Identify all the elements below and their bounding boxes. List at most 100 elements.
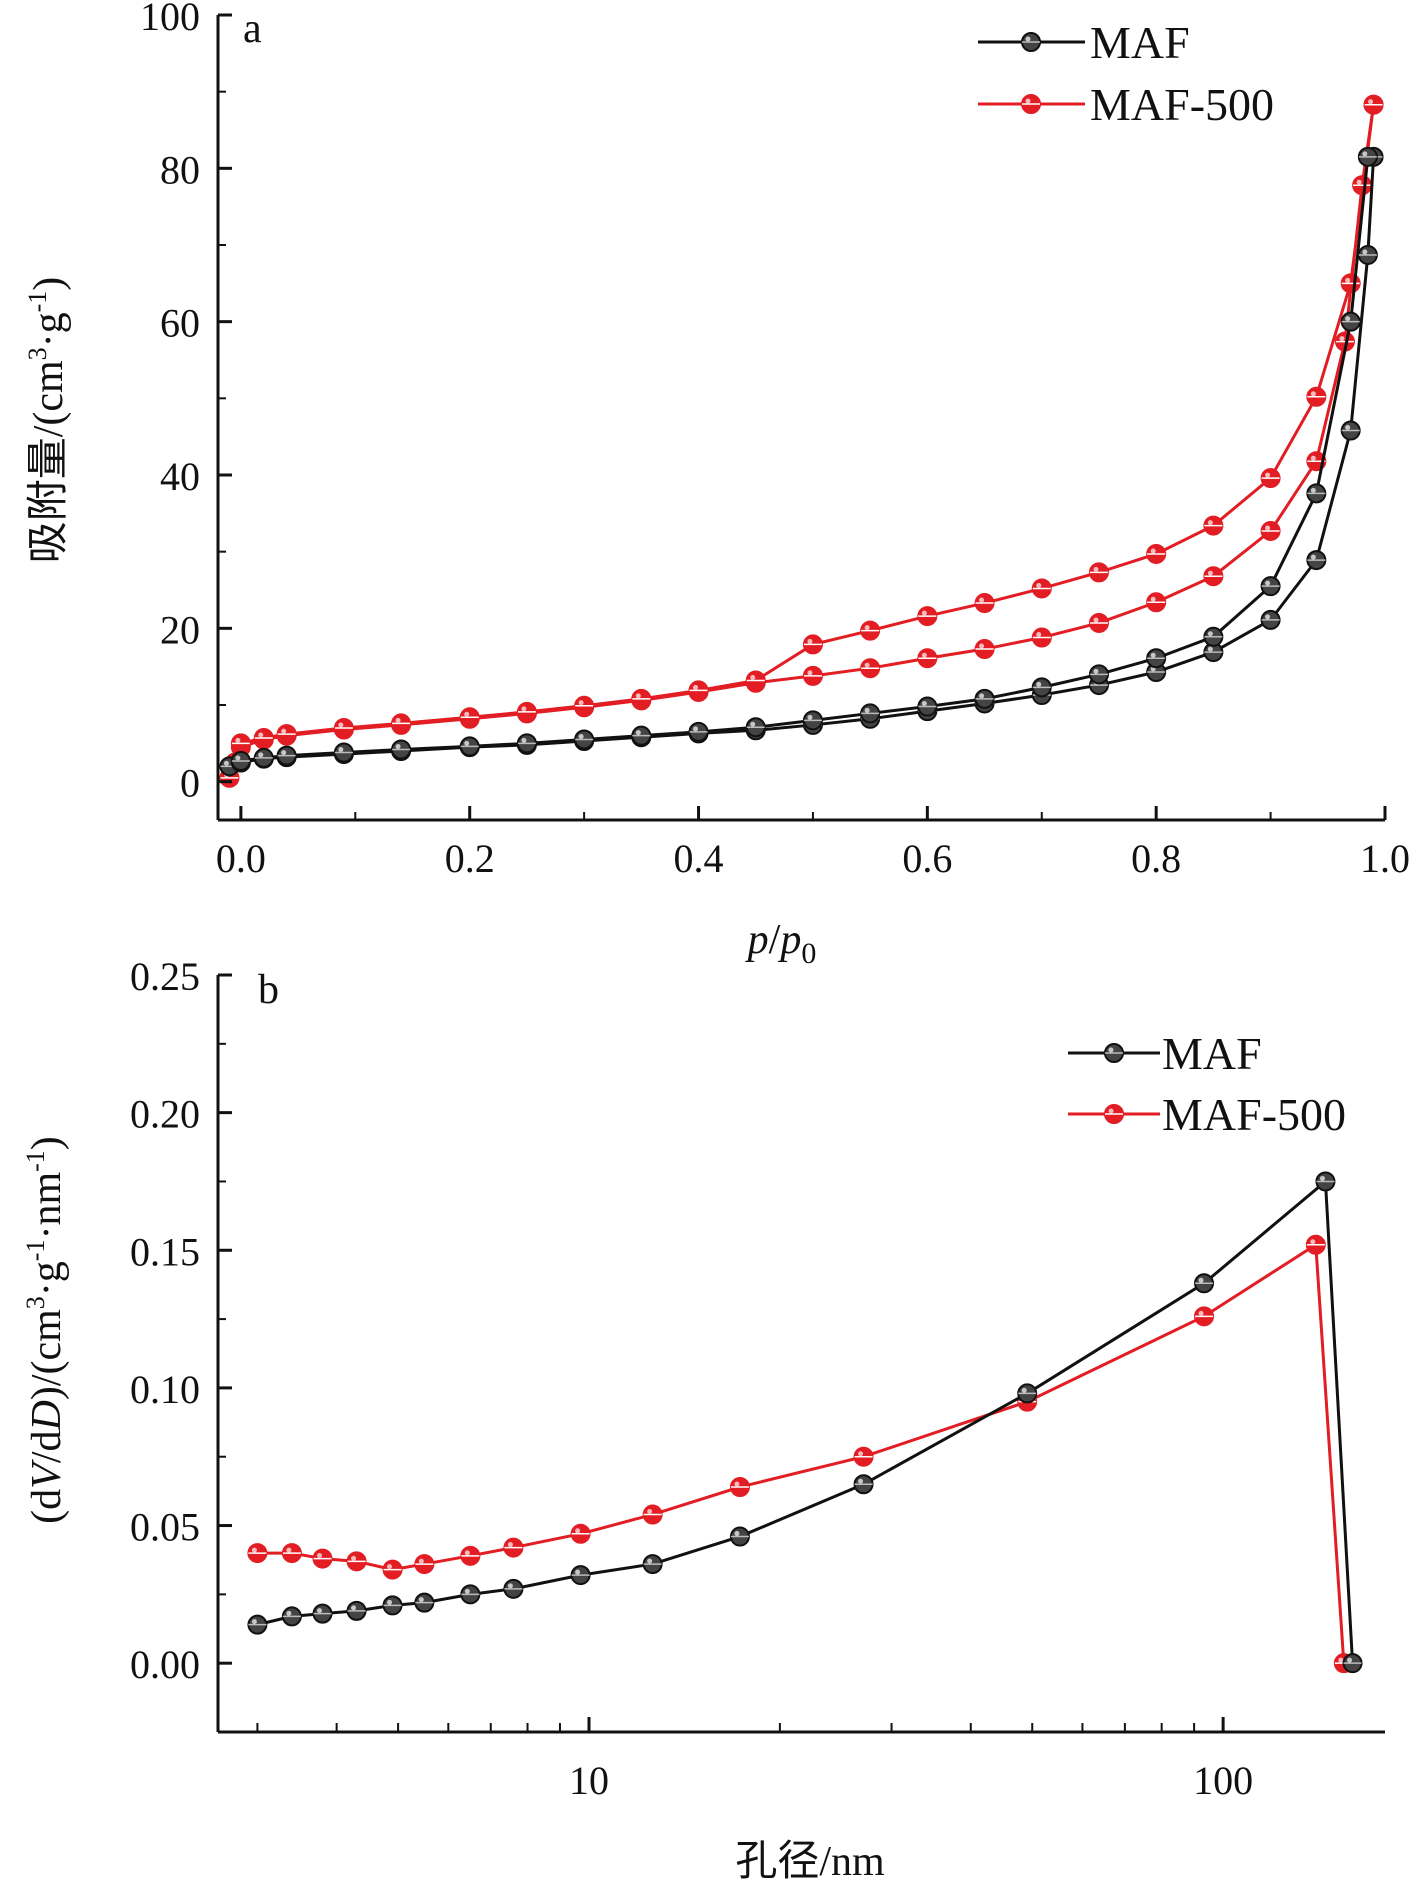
panel-a-data-point-MAF-500 — [860, 620, 881, 641]
panel-a-data-point-MAF — [1357, 146, 1378, 167]
panel-b-data-point-MAF-500 — [382, 1559, 403, 1580]
panel-a-data-point-MAF-500 — [802, 665, 823, 686]
panel-a-data-point-MAF-500 — [230, 733, 251, 754]
panel-b-data-point-MAF — [503, 1578, 524, 1599]
panel-b-series-line-MAF-500 — [257, 1242, 1346, 1664]
panel-a-y-tick-label: 60 — [160, 301, 200, 346]
panel-a-legend-marker-MAF-500 — [1021, 94, 1041, 114]
panel-b-y-tick-label: 0.20 — [130, 1092, 200, 1137]
panel-b-data-point-MAF — [346, 1600, 367, 1621]
panel-b-data-point-MAF — [1342, 1653, 1363, 1674]
panel-a-data-point-MAF-500 — [1363, 94, 1384, 115]
panel-a-data-point-MAF — [1146, 648, 1167, 669]
panel-a-data-point-MAF — [688, 721, 709, 742]
panel-b-data-point-MAF — [247, 1614, 268, 1635]
panel-a-legend-label: MAF-500 — [1090, 79, 1274, 130]
panel-b-x-tick-label: 100 — [1193, 1758, 1253, 1803]
panel-a-x-tick-label: 0.8 — [1131, 836, 1181, 881]
panel-b-data-point-MAF-500 — [729, 1477, 750, 1498]
panel-a-data-point-MAF — [917, 696, 938, 717]
panel-a-data-point-MAF-500 — [333, 718, 354, 738]
panel-a-data-point-MAF — [516, 733, 537, 754]
panel-a-series-line-MAF-500 — [228, 104, 1376, 779]
panel-b-data-point-MAF — [281, 1606, 302, 1627]
panel-b-data-point-MAF-500 — [460, 1545, 481, 1566]
panel-a-data-point-MAF-500 — [1146, 543, 1167, 564]
panel-a-data-point-MAF — [860, 703, 881, 724]
panel-a-data-point-MAF — [1340, 420, 1361, 441]
panel-a-y-tick-label: 100 — [140, 0, 200, 39]
panel-b-data-point-MAF — [382, 1595, 403, 1616]
panel-b-y-axis-title: (dV/dD)/(cm3·g-1·nm-1) — [21, 1136, 70, 1524]
panel-b-data-point-MAF — [414, 1592, 435, 1613]
panel-a-y-tick-label: 0 — [180, 761, 200, 806]
panel-b-y-tick-label: 0.25 — [130, 954, 200, 999]
panel-a-y-axis-title: 吸附量/(cm3·g-1) — [23, 277, 72, 564]
panel-a-data-point-MAF-500 — [1306, 386, 1327, 407]
panel-a-data-point-MAF-500 — [974, 593, 995, 614]
panel-a-data-point-MAF — [253, 747, 274, 768]
panel-a-data-point-MAF-500 — [1260, 520, 1281, 541]
panel-a-legend-marker-MAF — [1021, 32, 1041, 52]
panel-a-data-point-MAF-500 — [631, 688, 652, 709]
panel-b-data-point-MAF — [460, 1584, 481, 1605]
panel-a-series-line-MAF — [228, 155, 1376, 768]
panel-b-data-point-MAF-500 — [346, 1551, 367, 1572]
panel-a-x-tick-label: 0.4 — [674, 836, 724, 881]
panel-a-data-point-MAF — [974, 688, 995, 709]
panel-a-x-tick-label: 1.0 — [1360, 836, 1410, 881]
panel-a-data-point-MAF — [1357, 244, 1378, 265]
panel-b-data-point-MAF — [642, 1554, 663, 1575]
panel-b-data-point-MAF-500 — [1194, 1306, 1215, 1327]
panel-a-data-point-MAF-500 — [1340, 273, 1361, 294]
panel-a-data-point-MAF — [1340, 311, 1361, 332]
panel-a-data-point-MAF-500 — [1031, 627, 1052, 648]
panel-b-data-point-MAF-500 — [247, 1543, 268, 1564]
panel-a-y-tick-label: 20 — [160, 607, 200, 652]
panel-b-data-point-MAF-500 — [312, 1548, 333, 1569]
panel-a-data-point-MAF-500 — [391, 713, 412, 734]
panel-a-data-point-MAF-500 — [1088, 612, 1109, 633]
panel-a-data-point-MAF-500 — [1203, 515, 1224, 536]
panel-b-legend-marker-MAF-500 — [1104, 1104, 1124, 1124]
panel-a-data-point-MAF — [391, 739, 412, 760]
panel-a-data-point-MAF-500 — [516, 701, 537, 722]
panel-b-series-line-MAF — [257, 1178, 1355, 1664]
panel-b-x-axis-title: 孔径/nm — [735, 1839, 885, 1885]
panel-a-data-point-MAF — [1088, 664, 1109, 685]
panel-a-y-tick-label: 40 — [160, 454, 200, 499]
panel-b-legend-marker-MAF — [1104, 1043, 1124, 1063]
panel-a-data-point-MAF-500 — [1146, 592, 1167, 613]
panel-a-x-tick-label: 0.2 — [445, 836, 495, 881]
panel-b-y-tick-label: 0.05 — [130, 1505, 200, 1550]
panel-b-y-tick-label: 0.10 — [130, 1367, 200, 1412]
panel-b-x-tick-label: 10 — [569, 1758, 609, 1803]
panel-a-data-point-MAF — [459, 736, 480, 757]
panel-a-data-point-MAF — [631, 725, 652, 746]
panel-a-data-point-MAF-500 — [745, 670, 766, 691]
panel-a-data-point-MAF-500 — [1203, 566, 1224, 587]
panel-b-data-point-MAF-500 — [281, 1543, 302, 1564]
panel-a-label: a — [243, 6, 262, 52]
panel-b-data-point-MAF-500 — [414, 1554, 435, 1575]
panel-a-data-point-MAF — [276, 745, 297, 766]
panel-a-data-point-MAF-500 — [860, 658, 881, 679]
panel-a-legend: MAF MAF-500 — [978, 17, 1274, 130]
panel-b-data-point-MAF — [570, 1565, 591, 1586]
panel-a-data-point-MAF — [1260, 609, 1281, 630]
panel-b-data-point-MAF-500 — [853, 1446, 874, 1467]
panel-a-data-point-MAF-500 — [1031, 578, 1052, 599]
panel-a-data-point-MAF-500 — [802, 634, 823, 655]
panel-a-data-point-MAF-500 — [1334, 331, 1355, 352]
panel-b-y-tick-label: 0.15 — [130, 1229, 200, 1274]
panel-a-x-axis-title: p/p0 — [745, 917, 817, 970]
panel-b-data-point-MAF — [312, 1603, 333, 1624]
panel-b-data-point-MAF-500 — [642, 1504, 663, 1525]
panel-b-data-point-MAF-500 — [503, 1537, 524, 1558]
panel-b-label: b — [258, 967, 279, 1013]
panel-a-data-point-MAF-500 — [1260, 468, 1281, 489]
panel-a-data-point-MAF — [1031, 677, 1052, 698]
panel-b-data-point-MAF-500 — [570, 1523, 591, 1544]
panel-a-data-point-MAF-500 — [917, 648, 938, 669]
